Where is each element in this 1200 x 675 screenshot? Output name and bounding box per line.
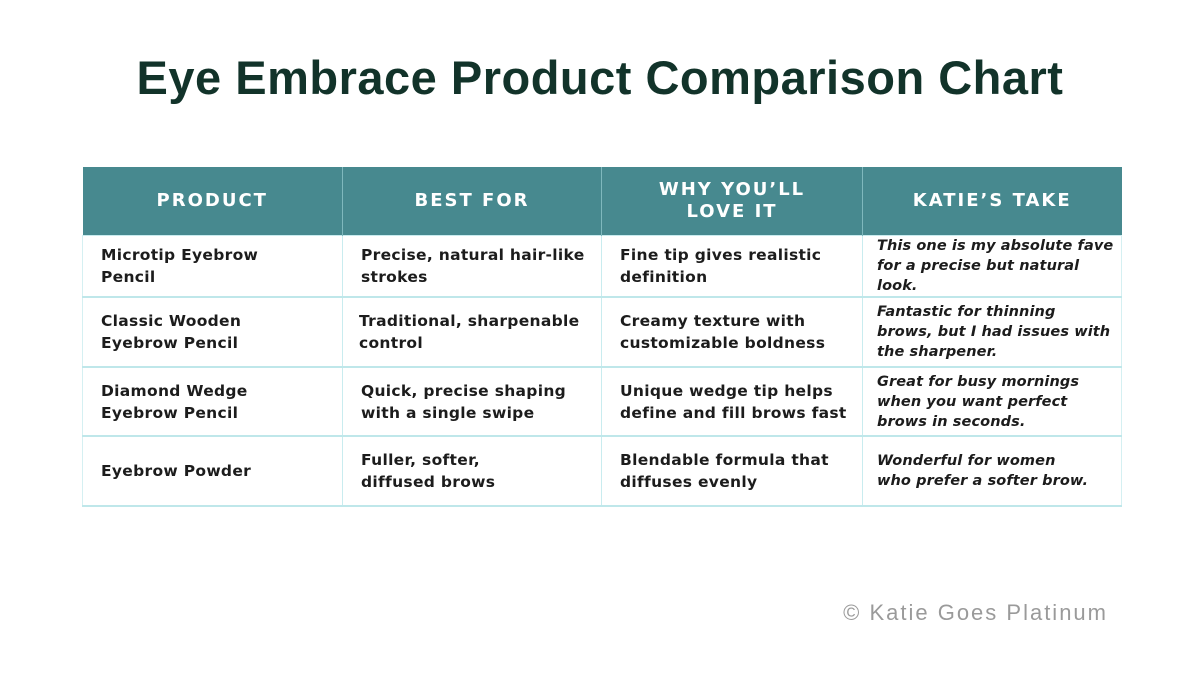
table-row: Microtip Eyebrow Pencil Precise, natural… [82,235,1122,298]
cell-take: This one is my absolute fave for a preci… [862,235,1122,298]
cell-best-for: Fuller, softer, diffused brows [342,435,602,507]
cell-why: Blendable formula that diffuses evenly [601,435,863,507]
header-why-youll-love-it: WHY YOU’LL LOVE IT [601,167,863,236]
table-header-row: PRODUCT BEST FOR WHY YOU’LL LOVE IT KATI… [82,167,1122,236]
cell-product: Microtip Eyebrow Pencil [82,235,343,298]
header-product: PRODUCT [82,167,343,236]
header-best-for: BEST FOR [342,167,602,236]
cell-product: Eyebrow Powder [82,435,343,507]
cell-product: Diamond Wedge Eyebrow Pencil [82,366,343,437]
cell-take: Fantastic for thinning brows, but I had … [862,296,1122,368]
cell-best-for: Traditional, sharpenable control [342,296,602,368]
cell-best-for: Quick, precise shaping with a single swi… [342,366,602,437]
cell-take: Wonderful for women who prefer a softer … [862,435,1122,507]
header-katies-take: KATIE’S TAKE [862,167,1122,236]
table-row: Eyebrow Powder Fuller, softer, diffused … [82,435,1122,507]
cell-why: Creamy texture with customizable boldnes… [601,296,863,368]
cell-why: Fine tip gives realistic definition [601,235,863,298]
table-row: Diamond Wedge Eyebrow Pencil Quick, prec… [82,366,1122,437]
table-row: Classic Wooden Eyebrow Pencil Traditiona… [82,296,1122,368]
page-title: Eye Embrace Product Comparison Chart [136,51,1064,104]
copyright-footer: © Katie Goes Platinum [843,600,1108,625]
cell-take: Great for busy mornings when you want pe… [862,366,1122,437]
cell-best-for: Precise, natural hair-like strokes [342,235,602,298]
cell-why: Unique wedge tip helps define and fill b… [601,366,863,437]
comparison-table: PRODUCT BEST FOR WHY YOU’LL LOVE IT KATI… [82,167,1122,507]
cell-product: Classic Wooden Eyebrow Pencil [82,296,343,368]
